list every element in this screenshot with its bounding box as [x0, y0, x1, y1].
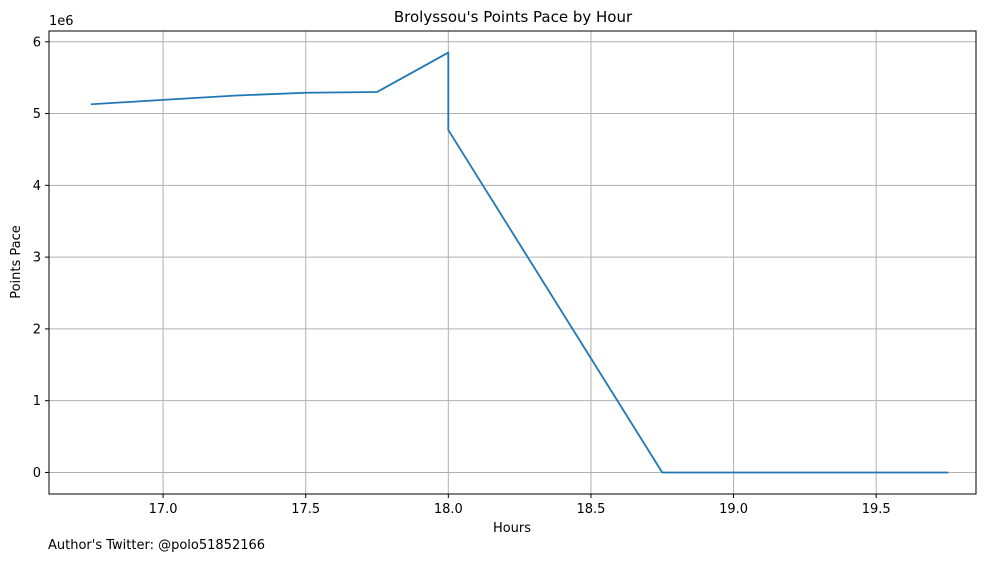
- y-tick-label: 4: [33, 179, 41, 194]
- author-credit: Author's Twitter: @polo51852166: [48, 538, 266, 553]
- chart-title: Brolyssou's Points Pace by Hour: [394, 8, 633, 26]
- y-tick-label: 6: [33, 35, 41, 50]
- x-axis-label: Hours: [493, 521, 531, 536]
- axis-ticks: 17.0 17.5 18.0 18.5 19.0 19.5 0 1 2 3 4 5 6: [33, 35, 891, 517]
- y-tick-label: 1: [33, 394, 41, 409]
- y-tick-label: 0: [33, 466, 41, 481]
- y-axis-label: Points Pace: [9, 225, 24, 299]
- y-tick-label: 3: [33, 251, 41, 266]
- y-offset-text: 1e6: [49, 14, 74, 29]
- y-tick-label: 5: [33, 107, 41, 122]
- plot-frame: [48, 30, 977, 495]
- x-tick-label: 18.5: [576, 502, 605, 517]
- x-tick-label: 19.5: [862, 502, 891, 517]
- x-tick-label: 19.0: [719, 502, 748, 517]
- series-layer: [90, 51, 949, 474]
- x-tick-label: 17.0: [149, 502, 178, 517]
- x-tick-label: 17.5: [291, 502, 320, 517]
- series-line: [90, 51, 949, 474]
- y-tick-label: 2: [33, 322, 41, 337]
- x-tick-label: 18.0: [434, 502, 463, 517]
- grid-lines: [49, 31, 976, 494]
